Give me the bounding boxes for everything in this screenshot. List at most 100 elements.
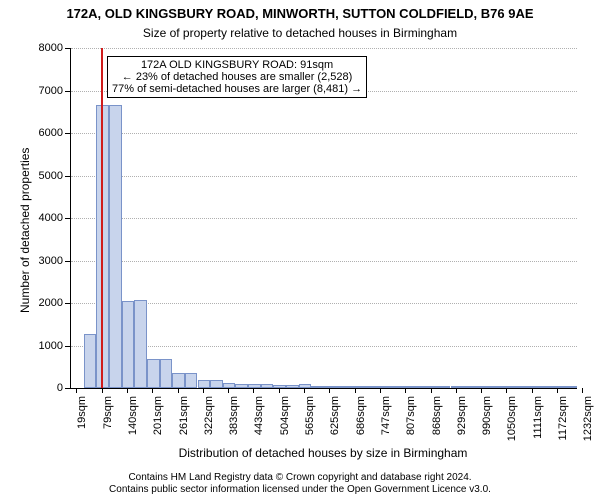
histogram-bar [109, 105, 122, 388]
footer-line-1: Contains HM Land Registry data © Crown c… [0, 472, 600, 484]
x-tick-mark [178, 388, 179, 393]
y-tick-label: 5000 [25, 170, 63, 182]
histogram-bar [172, 373, 185, 388]
x-tick-mark [456, 388, 457, 393]
annotation-line: ← 23% of detached houses are smaller (2,… [112, 71, 362, 83]
histogram-bar [526, 386, 539, 388]
histogram-bar [84, 334, 97, 388]
annotation-line: 77% of semi-detached houses are larger (… [112, 83, 362, 95]
y-tick-mark [65, 48, 70, 49]
histogram-bar [198, 380, 211, 388]
annotation-box: 172A OLD KINGSBURY ROAD: 91sqm← 23% of d… [107, 56, 367, 98]
histogram-bar [413, 386, 426, 388]
x-tick-label: 261sqm [178, 396, 190, 446]
y-tick-mark [65, 176, 70, 177]
grid-line [71, 48, 577, 49]
histogram-bar [451, 386, 464, 388]
histogram-bar [122, 301, 135, 388]
histogram-bar [539, 386, 552, 388]
x-tick-mark [380, 388, 381, 393]
x-tick-mark [304, 388, 305, 393]
x-tick-label: 868sqm [431, 396, 443, 446]
y-tick-label: 6000 [25, 127, 63, 139]
x-tick-mark [152, 388, 153, 393]
x-tick-mark [481, 388, 482, 393]
histogram-bar [438, 386, 451, 388]
histogram-bar [400, 386, 413, 388]
x-tick-label: 747sqm [380, 396, 392, 446]
y-tick-mark [65, 133, 70, 134]
x-tick-label: 807sqm [405, 396, 417, 446]
histogram-bar [248, 384, 261, 388]
x-tick-label: 140sqm [127, 396, 139, 446]
grid-line [71, 261, 577, 262]
x-tick-mark [279, 388, 280, 393]
x-tick-label: 929sqm [456, 396, 468, 446]
y-tick-label: 1000 [25, 340, 63, 352]
x-tick-mark [405, 388, 406, 393]
x-tick-label: 565sqm [304, 396, 316, 446]
histogram-bar [273, 385, 286, 388]
x-tick-label: 443sqm [253, 396, 265, 446]
grid-line [71, 176, 577, 177]
histogram-bar [311, 386, 324, 388]
x-tick-label: 383sqm [228, 396, 240, 446]
x-tick-mark [329, 388, 330, 393]
x-tick-mark [127, 388, 128, 393]
chart-container: 172A, OLD KINGSBURY ROAD, MINWORTH, SUTT… [0, 0, 600, 500]
histogram-bar [463, 386, 476, 388]
chart-footer: Contains HM Land Registry data © Crown c… [0, 472, 600, 496]
grid-line [71, 346, 577, 347]
histogram-bar [223, 383, 236, 388]
x-tick-label: 990sqm [481, 396, 493, 446]
x-tick-mark [253, 388, 254, 393]
histogram-bar [476, 386, 489, 388]
y-tick-mark [65, 388, 70, 389]
histogram-bar [261, 384, 274, 388]
x-tick-label: 686sqm [355, 396, 367, 446]
y-tick-mark [65, 218, 70, 219]
x-tick-label: 79sqm [102, 396, 114, 446]
x-tick-label: 19sqm [76, 396, 88, 446]
histogram-bar [185, 373, 198, 388]
histogram-bar [286, 385, 299, 388]
x-tick-mark [582, 388, 583, 393]
histogram-bar [501, 386, 514, 388]
histogram-bar [147, 359, 160, 388]
y-tick-mark [65, 346, 70, 347]
x-tick-mark [431, 388, 432, 393]
x-tick-mark [76, 388, 77, 393]
x-tick-mark [228, 388, 229, 393]
x-tick-label: 625sqm [329, 396, 341, 446]
x-axis-title: Distribution of detached houses by size … [70, 446, 576, 460]
x-tick-label: 322sqm [203, 396, 215, 446]
grid-line [71, 218, 577, 219]
histogram-bar [235, 384, 248, 388]
histogram-bar [299, 384, 312, 388]
y-tick-label: 7000 [25, 85, 63, 97]
x-tick-mark [355, 388, 356, 393]
marker-line [101, 48, 103, 388]
histogram-bar [425, 386, 438, 388]
x-tick-label: 201sqm [152, 396, 164, 446]
y-tick-mark [65, 91, 70, 92]
histogram-bar [564, 386, 577, 388]
y-tick-label: 0 [25, 382, 63, 394]
grid-line [71, 133, 577, 134]
histogram-bar [514, 386, 527, 388]
histogram-bar [324, 386, 337, 388]
histogram-bar [488, 386, 501, 388]
histogram-bar [387, 386, 400, 388]
histogram-bar [349, 386, 362, 388]
chart-title-main: 172A, OLD KINGSBURY ROAD, MINWORTH, SUTT… [0, 6, 600, 21]
x-tick-label: 1232sqm [582, 396, 594, 446]
y-tick-mark [65, 261, 70, 262]
annotation-line: 172A OLD KINGSBURY ROAD: 91sqm [112, 59, 362, 71]
chart-title-sub: Size of property relative to detached ho… [0, 26, 600, 40]
plot-area: 172A OLD KINGSBURY ROAD: 91sqm← 23% of d… [70, 48, 577, 389]
x-tick-label: 1050sqm [506, 396, 518, 446]
histogram-bar [210, 380, 223, 388]
x-tick-label: 504sqm [279, 396, 291, 446]
x-tick-mark [532, 388, 533, 393]
x-tick-mark [203, 388, 204, 393]
